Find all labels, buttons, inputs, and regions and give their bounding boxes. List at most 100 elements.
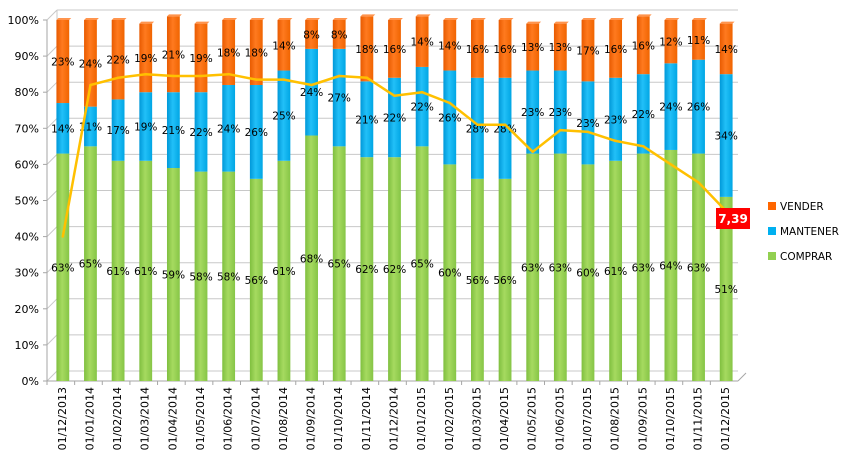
bar-segment-mantener	[388, 77, 401, 158]
x-tick-label: 01/04/2015	[498, 387, 511, 450]
data-label-mantener: 14%	[51, 123, 74, 135]
bar-segment-comprar	[56, 153, 70, 381]
data-label-comprar: 63%	[549, 262, 572, 274]
bar-segment-mantener	[249, 84, 263, 179]
y-tick-label: 40%	[15, 231, 39, 244]
bar-segment-comprar	[471, 178, 484, 381]
bar-top-cap	[56, 18, 72, 20]
data-label-vender: 23%	[51, 57, 74, 69]
data-label-mantener: 24%	[300, 87, 323, 99]
x-tick-label: 01/08/2014	[277, 387, 290, 450]
bar-segment-mantener	[636, 74, 650, 154]
legend-swatch-vender	[768, 202, 776, 210]
bar-segment-comprar	[664, 149, 678, 381]
bar-segment-vender	[553, 23, 567, 71]
bar-segment-vender	[609, 20, 623, 78]
bar-segment-comprar	[553, 153, 567, 381]
data-label-mantener: 26%	[245, 127, 268, 139]
score-point	[697, 181, 700, 184]
score-point	[89, 83, 92, 87]
gridline-side	[46, 9, 58, 21]
bar-segment-mantener	[56, 103, 70, 154]
score-line	[61, 72, 728, 238]
data-label-comprar: 64%	[659, 260, 682, 272]
gridline-side	[46, 370, 58, 382]
data-label-mantener: 21%	[162, 125, 185, 137]
data-label-vender: 8%	[331, 29, 348, 41]
bar-segment-vender	[692, 20, 705, 60]
bar-segment-comprar	[332, 146, 346, 381]
bar-top-cap	[139, 21, 155, 24]
data-label-comprar: 62%	[383, 264, 406, 276]
y-tick-label: 20%	[15, 303, 39, 316]
bar-segment-mantener	[277, 70, 291, 161]
y-tick-label: 60%	[15, 158, 39, 171]
score-point	[116, 76, 120, 79]
bar-segment-vender	[56, 20, 70, 104]
bar-segment-comprar	[139, 160, 153, 381]
bar-segment-comprar	[249, 178, 263, 381]
data-label-vender: 8%	[303, 29, 320, 41]
data-label-mantener: 27%	[328, 93, 351, 105]
bar-segment-comprar	[360, 157, 374, 381]
y-tick-label: 80%	[15, 86, 39, 99]
data-label-comprar: 58%	[189, 271, 212, 283]
data-label-comprar: 62%	[355, 264, 378, 276]
bar-top-cap	[305, 18, 320, 20]
x-tick-label: 01/08/2015	[609, 387, 622, 450]
x-tick-label: 01/09/2015	[636, 387, 649, 450]
gridline-side	[46, 298, 58, 310]
data-label-vender: 16%	[493, 44, 516, 56]
data-label-mantener: 11%	[79, 121, 102, 133]
bar-segment-mantener	[84, 106, 97, 147]
y-axis-ticks: 0% 10% 20% 30% 40% 50% 60% 70% 80% 90% 100%	[8, 14, 47, 388]
x-tick-label: 01/05/2015	[526, 387, 539, 450]
data-label-mantener: 23%	[521, 107, 544, 119]
legend-label-mantener: MANTENER	[780, 226, 839, 238]
x-tick-label: 01/07/2015	[581, 387, 594, 450]
score-point	[61, 235, 65, 238]
bar-segment-comprar	[443, 164, 457, 381]
bar-top-cap	[526, 21, 542, 24]
score-point	[365, 76, 369, 79]
data-label-vender: 16%	[632, 40, 655, 52]
gridline-side	[46, 81, 58, 93]
bar-top-cap	[166, 14, 182, 17]
bar-top-cap	[332, 18, 348, 20]
bar-segment-comprar	[84, 146, 97, 381]
data-label-comprar: 59%	[162, 270, 185, 282]
data-label-vender: 17%	[576, 46, 599, 58]
bar-top-cap	[388, 18, 403, 20]
bar-segment-vender	[498, 20, 512, 78]
bar-segment-comprar	[388, 157, 401, 381]
data-label-vender: 16%	[604, 44, 627, 56]
bar-segment-vender	[332, 20, 346, 49]
y-tick-label: 10%	[15, 339, 39, 352]
data-label-comprar: 56%	[493, 275, 516, 287]
x-tick-label: 01/03/2014	[139, 387, 152, 450]
bar-top-cap	[498, 18, 514, 20]
data-label-mantener: 22%	[410, 102, 433, 114]
legend-item-vender: VENDER	[768, 201, 824, 213]
data-label-comprar: 68%	[300, 253, 323, 265]
y-tick-label: 30%	[15, 267, 39, 280]
data-label-vender: 19%	[189, 53, 212, 65]
bar-segment-comprar	[636, 153, 650, 381]
x-tick-label: 01/05/2014	[194, 387, 207, 450]
bar-segment-comprar	[498, 178, 512, 381]
score-point	[227, 72, 230, 76]
bar-top-cap	[581, 18, 597, 20]
x-tick-label: 01/12/2014	[388, 387, 401, 450]
data-label-mantener: 21%	[355, 114, 378, 126]
bar-segment-mantener	[111, 99, 125, 161]
bar-top-cap	[471, 18, 486, 20]
data-label-vender: 13%	[521, 42, 544, 54]
bar-top-cap	[692, 18, 707, 20]
x-tick-label: 01/12/2015	[719, 387, 732, 450]
x-tick-label: 01/12/2013	[56, 387, 69, 450]
legend-swatch-mantener	[768, 227, 776, 235]
gridline-side	[46, 190, 58, 201]
score-point	[559, 128, 562, 132]
last-value-box	[716, 208, 750, 229]
bar-top-cap	[443, 18, 459, 20]
